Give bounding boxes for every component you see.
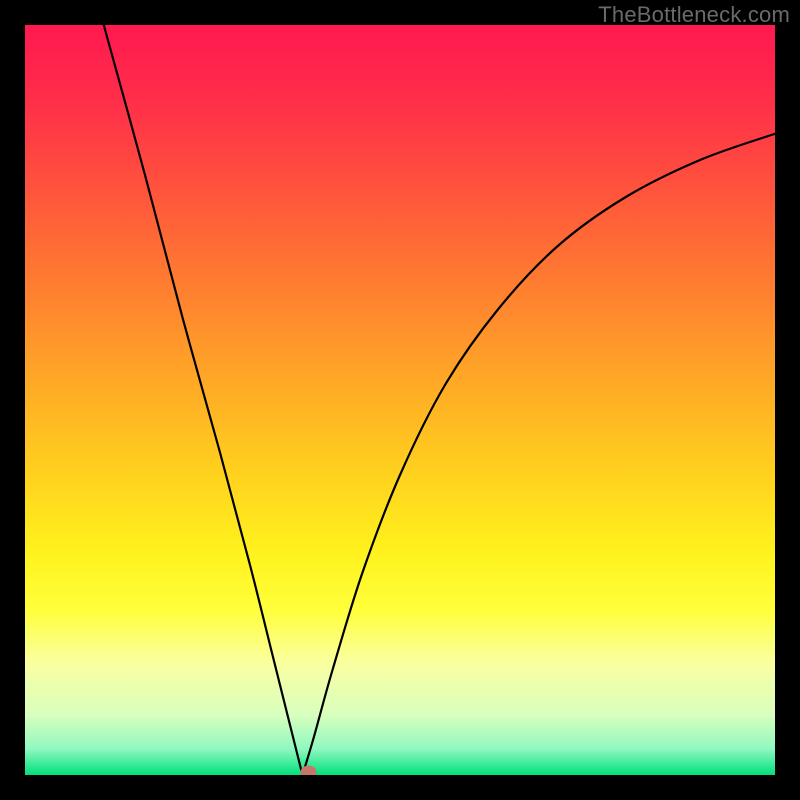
chart-container: TheBottleneck.com <box>0 0 800 800</box>
gradient-background <box>25 25 775 775</box>
bottleneck-chart <box>0 0 800 800</box>
watermark-text: TheBottleneck.com <box>598 2 790 28</box>
